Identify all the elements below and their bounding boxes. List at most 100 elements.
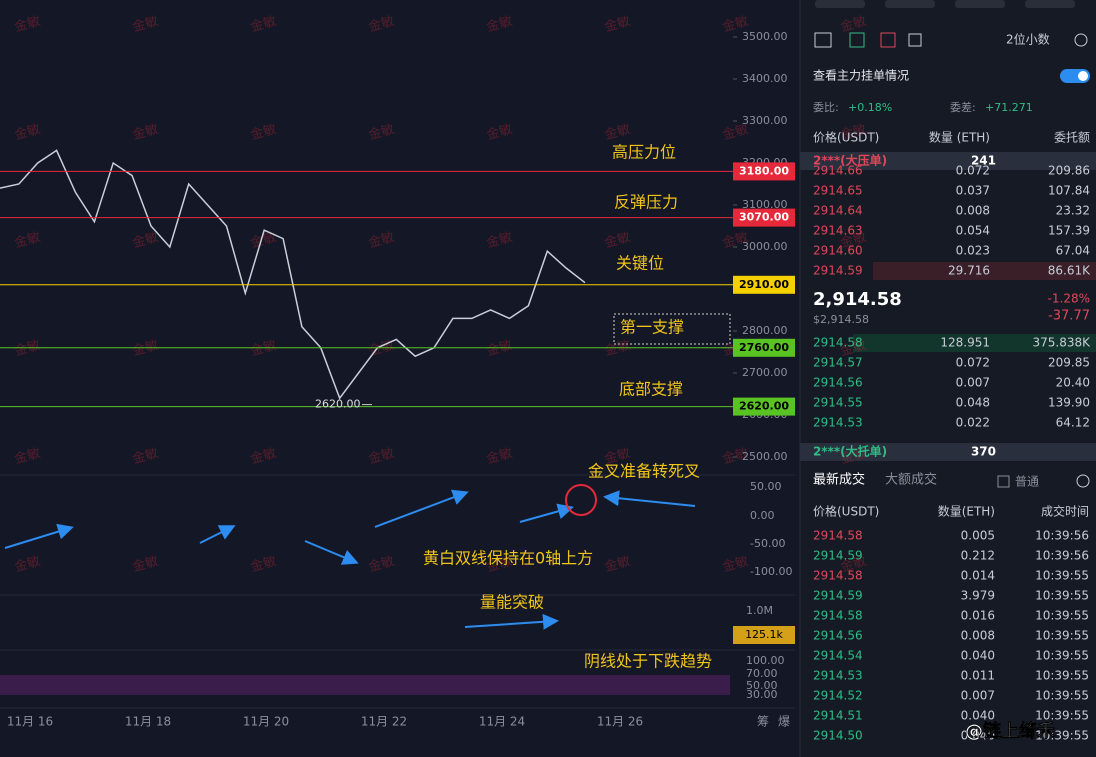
trade-cell: 10:39:55 (1035, 709, 1089, 723)
chart-bg (0, 0, 800, 757)
brand: @链上绮禾 (965, 720, 1055, 742)
macd-tick-label: -100.00 (750, 565, 792, 578)
button[interactable] (885, 0, 935, 8)
watermark: 金敏 (13, 229, 42, 251)
settings-icon[interactable] (1076, 474, 1090, 488)
view-icon[interactable] (908, 33, 922, 47)
level-label: 3180.00 (739, 164, 789, 177)
mid-usd: $2,914.58 (813, 313, 869, 326)
level-tag (733, 397, 795, 416)
level-note: 高压力位 (612, 143, 676, 162)
level-tag (733, 208, 795, 227)
diff: +71.271 (985, 101, 1033, 114)
book-cell: 2914.57 (813, 356, 863, 370)
trade-header: 价格(USDT) (813, 504, 879, 519)
big-bid-qty: 370 (971, 445, 996, 459)
toggle-knob (1078, 71, 1088, 81)
mid-price: 2,914.58 (813, 289, 902, 310)
level-label: 3070.00 (739, 211, 789, 224)
book-cell: 139.90 (1048, 396, 1090, 410)
watermark: 金敏 (249, 445, 278, 467)
book-cell: 0.072 (956, 164, 990, 178)
trade-cell: 0.014 (961, 569, 995, 583)
book-cell: 209.86 (1048, 164, 1090, 178)
trade-cell: 10:39:55 (1035, 569, 1089, 583)
watermark: 金敏 (131, 13, 160, 35)
arrow (603, 490, 696, 507)
trade-cell: 10:39:56 (1035, 529, 1089, 543)
price-tick-label: 3300.00 (742, 114, 788, 127)
view-icon[interactable] (849, 32, 865, 48)
arrow (464, 613, 559, 630)
button[interactable] (1025, 0, 1075, 8)
book-cell: 128.951 (940, 336, 990, 350)
button[interactable] (815, 0, 865, 8)
trade-cell: 10:39:56 (1035, 549, 1089, 563)
big-ask-qty: 241 (971, 154, 996, 168)
level-tag (733, 162, 795, 181)
watermark: 金敏 (721, 229, 750, 251)
watermark: 金敏 (721, 553, 750, 575)
trade-cell: 2914.54 (813, 649, 863, 663)
trade-cell: 10:39:55 (1035, 649, 1089, 663)
watermark: 金敏 (721, 121, 750, 143)
trade-cell: 3.979 (961, 589, 995, 603)
book-cell: 2914.59 (813, 264, 863, 278)
trade-cell: 0.212 (961, 549, 995, 563)
book-header: 委托额 (1054, 131, 1090, 145)
trade-cell: 2914.58 (813, 529, 863, 543)
trade-cell: 2914.51 (813, 709, 863, 723)
watermark: 金敏 (485, 121, 514, 143)
view-icon[interactable] (814, 32, 832, 48)
watermark: 金敏 (485, 445, 514, 467)
macd-tick-label: -50.00 (750, 537, 785, 550)
highlight-circle (565, 484, 597, 516)
trade-cell: 2914.58 (813, 609, 863, 623)
book-cell: 209.85 (1048, 356, 1090, 370)
watermark: 金敏 (603, 121, 632, 143)
rsi-band (0, 675, 730, 695)
book-cell: 86.61K (1048, 264, 1091, 278)
book-cell: 0.054 (956, 224, 990, 238)
tab[interactable]: 大额成交 (885, 472, 937, 488)
watermark: 金敏 (603, 553, 632, 575)
trade-cell: 10:39:55 (1035, 669, 1089, 683)
ratio-label: 委比: (813, 101, 839, 114)
watermark: 金敏 (13, 445, 42, 467)
book-cell: 0.048 (956, 396, 990, 410)
book-header: 数量 (ETH) (929, 130, 990, 145)
settings-icon[interactable] (1074, 33, 1088, 47)
trade-header: 成交时间 (1041, 504, 1089, 519)
watermark: 金敏 (249, 553, 278, 575)
annotation: 黄白双线保持在0轴上方 (423, 549, 593, 568)
trade-cell: 0.007 (961, 689, 995, 703)
annotation: 量能突破 (480, 593, 544, 612)
tab[interactable]: 最新成交 (813, 472, 865, 488)
watermark: 金敏 (367, 553, 396, 575)
watermark: 金敏 (485, 229, 514, 251)
watermark: 金敏 (603, 229, 632, 251)
level-label: 2760.00 (739, 341, 789, 354)
book-cell: 2914.65 (813, 184, 863, 198)
watermark: 金敏 (131, 445, 160, 467)
checkbox[interactable] (997, 475, 1010, 488)
watermark: 金敏 (485, 553, 514, 575)
rsi-tick-label: 100.00 (746, 654, 785, 667)
book-cell: 2914.55 (813, 396, 863, 410)
button[interactable] (955, 0, 1005, 8)
book-cell: 0.007 (956, 376, 990, 390)
trade-cell: 2914.53 (813, 669, 863, 683)
depth-bar (853, 334, 1096, 352)
price-tick-label: 2800.00 (742, 324, 788, 337)
rsi-tick-label: 30.00 (746, 688, 778, 701)
watermark: 金敏 (839, 13, 868, 35)
book-cell: 375.838K (1033, 336, 1092, 350)
x-tick-label: 11月 18 (125, 715, 171, 729)
view-icon[interactable] (880, 32, 896, 48)
rsi-tick-label: 50.00 (746, 679, 778, 692)
watermark: 金敏 (131, 121, 160, 143)
watermark: 金敏 (603, 445, 632, 467)
decimals[interactable]: 2位小数 (1006, 32, 1050, 47)
filter: 普通 (1015, 475, 1039, 489)
